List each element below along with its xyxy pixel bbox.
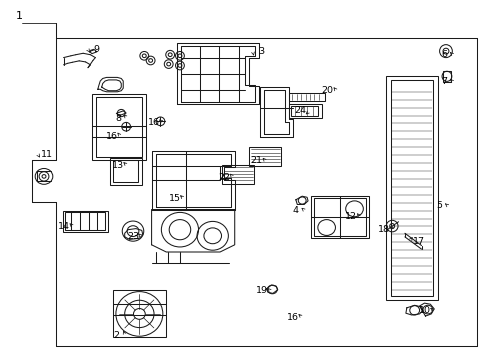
Text: 8: 8 xyxy=(115,113,121,122)
Text: 21: 21 xyxy=(250,156,262,165)
Text: 11: 11 xyxy=(41,150,52,158)
Text: 15: 15 xyxy=(169,194,181,203)
Text: 24: 24 xyxy=(294,107,306,115)
Bar xyxy=(113,160,138,182)
Text: 16: 16 xyxy=(105,132,117,140)
Bar xyxy=(249,147,281,166)
Text: 10: 10 xyxy=(418,306,429,315)
Bar xyxy=(96,97,142,157)
Bar xyxy=(390,80,432,296)
Text: 16: 16 xyxy=(287,313,299,322)
Text: 23: 23 xyxy=(127,233,139,241)
Bar xyxy=(386,76,437,300)
Text: 5: 5 xyxy=(435,202,441,210)
Text: 7: 7 xyxy=(440,77,446,86)
Bar xyxy=(442,71,450,82)
Bar xyxy=(222,165,254,184)
Text: 18: 18 xyxy=(378,225,389,234)
Bar xyxy=(65,212,105,230)
Text: 4: 4 xyxy=(292,206,298,215)
Bar xyxy=(291,106,318,116)
Text: 13: 13 xyxy=(112,161,124,170)
Bar xyxy=(110,158,142,185)
Text: 19: 19 xyxy=(255,287,267,295)
Bar xyxy=(288,104,321,118)
Text: 6: 6 xyxy=(440,50,446,59)
Text: 20: 20 xyxy=(321,86,333,95)
Text: 22: 22 xyxy=(218,173,229,181)
Text: 1: 1 xyxy=(16,11,23,21)
Bar xyxy=(310,196,368,238)
Bar xyxy=(313,198,365,236)
Text: 2: 2 xyxy=(113,331,119,340)
Text: 3: 3 xyxy=(258,47,264,56)
Bar xyxy=(62,211,107,232)
Text: 12: 12 xyxy=(345,212,356,221)
Text: 14: 14 xyxy=(58,222,69,231)
Text: 16: 16 xyxy=(148,118,160,127)
Bar xyxy=(288,93,325,101)
Bar xyxy=(113,290,166,337)
Text: 9: 9 xyxy=(94,45,100,54)
Text: 17: 17 xyxy=(412,237,424,246)
Bar xyxy=(92,94,145,160)
